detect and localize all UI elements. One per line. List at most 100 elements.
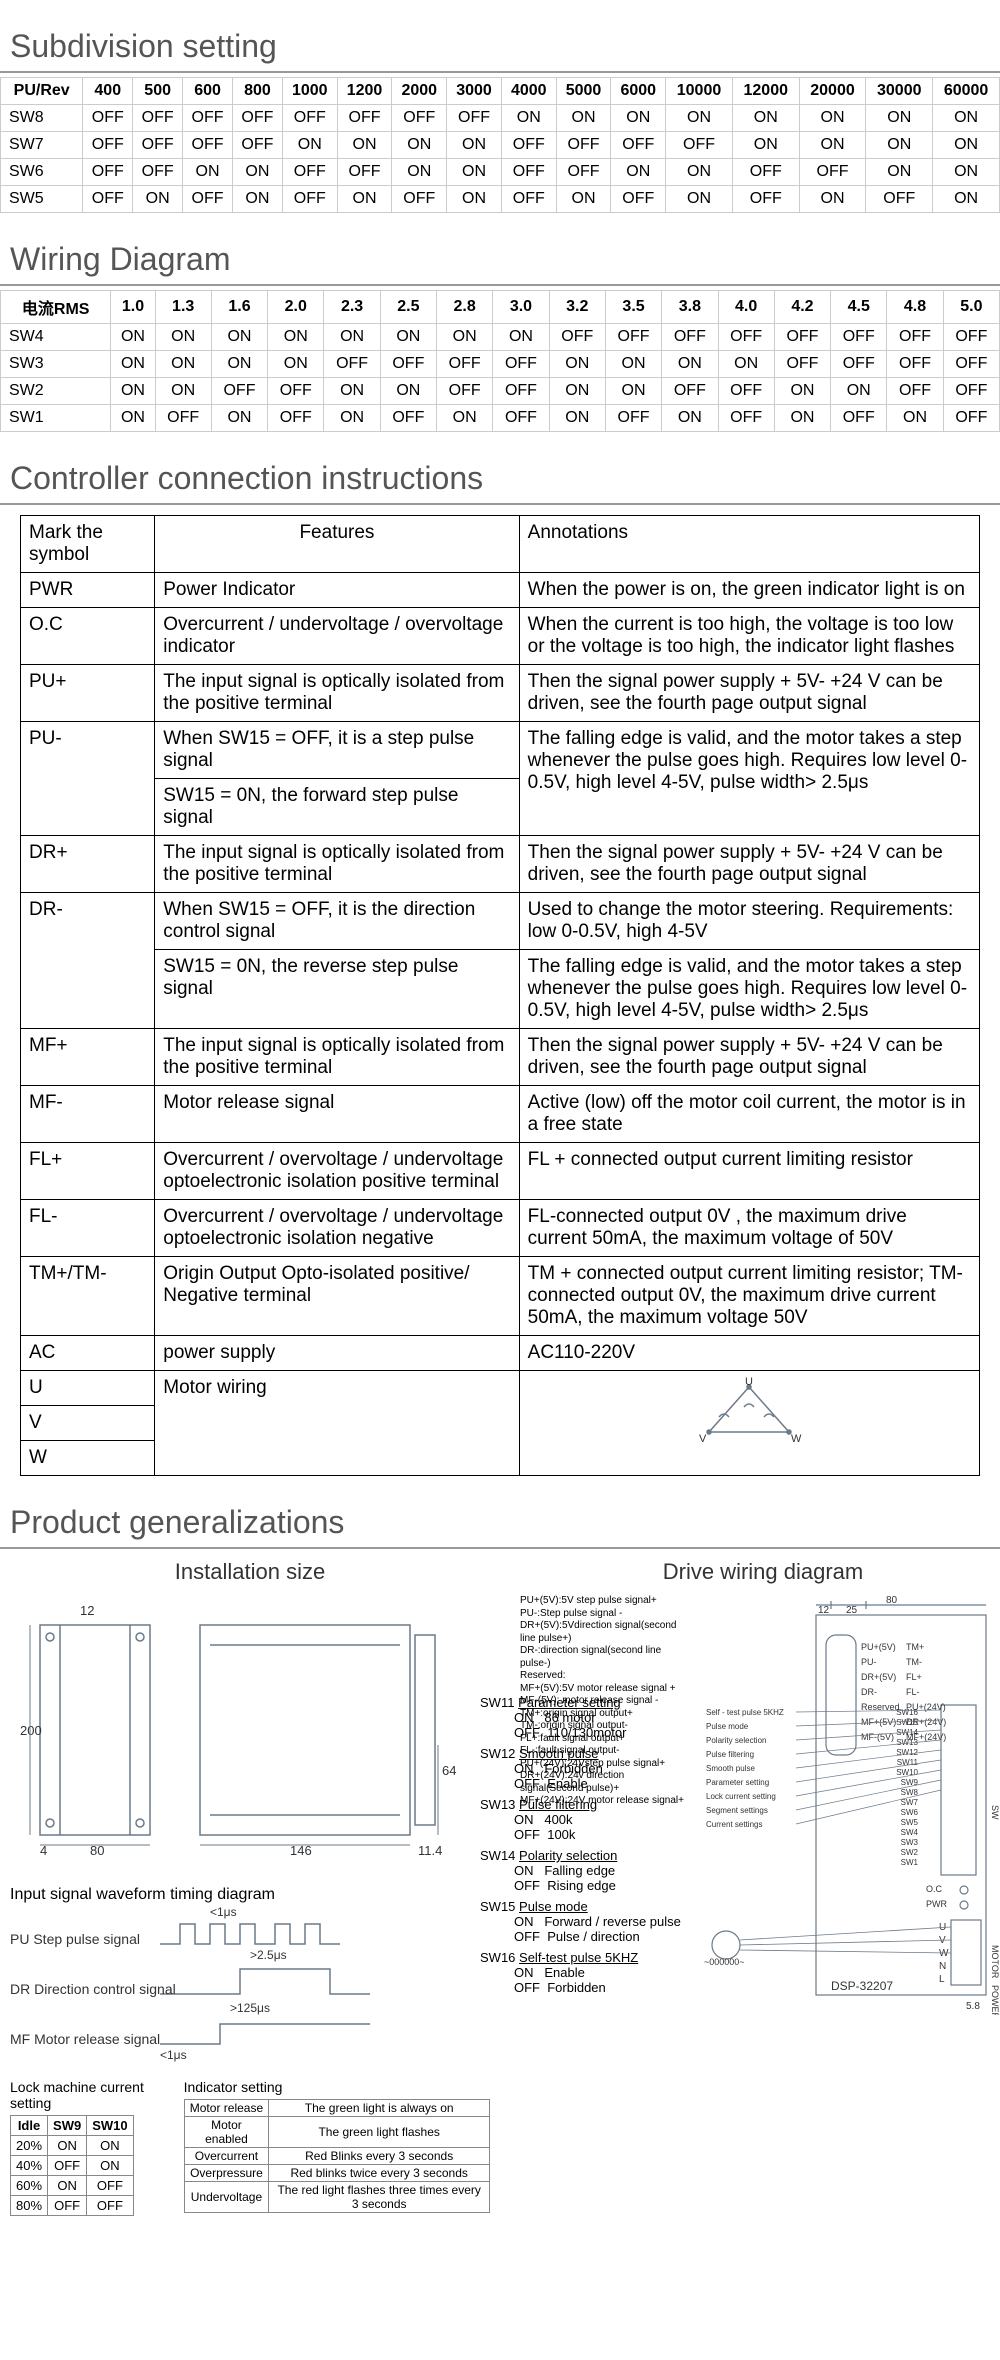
- table-header: Idle: [11, 2116, 48, 2136]
- table-row: UMotor wiring U V W: [21, 1371, 980, 1406]
- table-header: 4.5: [831, 291, 887, 324]
- svg-text:Pulse mode: Pulse mode: [706, 1722, 749, 1731]
- table-row: SW5OFFONOFFONOFFONOFFONOFFONOFFONOFFONOF…: [1, 186, 1000, 213]
- svg-text:TM-: TM-: [906, 1657, 922, 1667]
- svg-text:Polarity selection: Polarity selection: [706, 1736, 766, 1745]
- table-row: MF-Motor release signalActive (low) off …: [21, 1086, 980, 1143]
- table-row: SW15 = 0N, the reverse step pulse signal…: [21, 950, 980, 1029]
- table-row: SW8OFFOFFOFFOFFOFFOFFOFFOFFONONONONONONO…: [1, 105, 1000, 132]
- svg-text:W: W: [791, 1433, 802, 1445]
- section-title-wiring: Wiring Diagram: [0, 233, 1000, 286]
- table-header: 电流RMS: [1, 291, 111, 324]
- table-row: OverpressureRed blinks twice every 3 sec…: [184, 2165, 489, 2182]
- table-header: 1.3: [155, 291, 211, 324]
- subdivision-table: PU/Rev4005006008001000120020003000400050…: [0, 77, 1000, 213]
- table-row: PWRPower IndicatorWhen the power is on, …: [21, 573, 980, 608]
- table-header: 1000: [282, 78, 337, 105]
- table-row: TM+/TM-Origin Output Opto-isolated posit…: [21, 1257, 980, 1336]
- svg-text:SW10: SW10: [896, 1768, 918, 1777]
- dim-200: 200: [20, 1723, 42, 1738]
- model-label: DSP-32207: [831, 1979, 893, 1993]
- table-header: 2.5: [380, 291, 436, 324]
- sw-setting: SW11 Parameter setting ON 86 motor OFF 1…: [480, 1695, 710, 1740]
- dim-114: 11.4: [418, 1843, 442, 1858]
- table-header: 5000: [556, 78, 611, 105]
- lock-title: Lock machine current setting: [10, 2079, 164, 2111]
- legend-line: Reserved:: [520, 1670, 690, 1683]
- table-header: 3000: [447, 78, 502, 105]
- svg-text:Segment settings: Segment settings: [706, 1806, 768, 1815]
- svg-text:U: U: [745, 1377, 753, 1388]
- table-header: 2000: [392, 78, 447, 105]
- table-row: 80%OFFOFF: [11, 2196, 134, 2216]
- table-header: 3.0: [493, 291, 549, 324]
- table-row: Motor releaseThe green light is always o…: [184, 2100, 489, 2117]
- svg-text:DR-: DR-: [861, 1687, 877, 1697]
- svg-text:SW3: SW3: [901, 1838, 919, 1847]
- table-header: 1.6: [211, 291, 267, 324]
- svg-text:SW6: SW6: [901, 1808, 919, 1817]
- table-header: 30000: [866, 78, 933, 105]
- dim-12: 12: [80, 1603, 94, 1618]
- features-h3: Annotations: [519, 516, 979, 573]
- dim-64: 64: [442, 1763, 456, 1778]
- svg-text:Current settings: Current settings: [706, 1820, 762, 1829]
- sw-setting: SW16 Self-test pulse 5KHZ ON Enable OFF …: [480, 1950, 710, 1995]
- table-header: 2.8: [437, 291, 493, 324]
- table-row: Motor enabledThe green light flashes: [184, 2117, 489, 2148]
- svg-text:PWR: PWR: [926, 1899, 947, 1909]
- table-header: 10000: [666, 78, 733, 105]
- svg-text:SW9: SW9: [901, 1778, 919, 1787]
- table-row: DR-When SW15 = OFF, it is the direction …: [21, 893, 980, 950]
- legend-line: DR-:direction signal(second line pulse-): [520, 1645, 690, 1670]
- table-header: 800: [232, 78, 282, 105]
- svg-text:Parameter setting: Parameter setting: [706, 1778, 769, 1787]
- table-header: 3.2: [549, 291, 605, 324]
- table-row: SW2ONONOFFOFFONONOFFOFFONONOFFOFFONONOFF…: [1, 378, 1000, 405]
- svg-text:>125μs: >125μs: [230, 2001, 270, 2015]
- table-header: 2.3: [324, 291, 380, 324]
- svg-text:5.8: 5.8: [966, 2001, 980, 2012]
- svg-text:MOTOR: MOTOR: [990, 1945, 1000, 1979]
- svg-text:SW16: SW16: [896, 1708, 918, 1717]
- svg-text:PU-: PU-: [861, 1657, 877, 1667]
- table-row: SW4ONONONONONONONONOFFOFFOFFOFFOFFOFFOFF…: [1, 324, 1000, 351]
- svg-text:SW: SW: [990, 1805, 1000, 1820]
- indicator-title: Indicator setting: [184, 2079, 490, 2095]
- table-header: 6000: [611, 78, 666, 105]
- svg-text:N: N: [939, 1961, 946, 1972]
- motor-triangle-icon: U V W: [679, 1377, 819, 1447]
- svg-text:Smooth pulse: Smooth pulse: [706, 1764, 755, 1773]
- install-title: Installation size: [10, 1559, 490, 1585]
- svg-text:POWER: POWER: [990, 1985, 1000, 2015]
- table-row: FL-Overcurrent / overvoltage / undervolt…: [21, 1200, 980, 1257]
- table-header: 1200: [337, 78, 392, 105]
- svg-text:SW11: SW11: [897, 1758, 919, 1767]
- table-header: 500: [133, 78, 183, 105]
- svg-text:<1μs: <1μs: [160, 2048, 187, 2062]
- sw-setting: SW13 Pulse filtering ON 400k OFF 100k: [480, 1797, 710, 1842]
- table-row: UndervoltageThe red light flashes three …: [184, 2182, 489, 2213]
- svg-text:DR+(5V): DR+(5V): [861, 1672, 896, 1682]
- table-row: ACpower supplyAC110-220V: [21, 1336, 980, 1371]
- table-header: 5.0: [943, 291, 999, 324]
- table-row: 20%ONON: [11, 2136, 134, 2156]
- timing-title: Input signal waveform timing diagram: [10, 1886, 490, 1904]
- section-title-subdivision: Subdivision setting: [0, 20, 1000, 73]
- table-header: 4000: [501, 78, 556, 105]
- table-header: 400: [83, 78, 133, 105]
- svg-text:TM+: TM+: [906, 1642, 924, 1652]
- svg-text:12: 12: [818, 1605, 830, 1616]
- mf-label: MF Motor release signal: [10, 2031, 160, 2047]
- svg-text:<1μs: <1μs: [210, 1905, 237, 1919]
- table-row: MF+The input signal is optically isolate…: [21, 1029, 980, 1086]
- sw-setting: SW12 Smooth pulse ON Forbidden OFF Enabl…: [480, 1746, 710, 1791]
- svg-text:L: L: [939, 1974, 945, 1985]
- installation-diagram: 12 200 4 80 146 11.4 64: [10, 1595, 490, 1875]
- legend-line: PU-:Step pulse signal -: [520, 1608, 690, 1621]
- table-header: SW9: [48, 2116, 87, 2136]
- table-row: PU-When SW15 = OFF, it is a step pulse s…: [21, 722, 980, 779]
- table-row: SW6OFFOFFONONOFFOFFONONOFFOFFONONOFFOFFO…: [1, 159, 1000, 186]
- legend-line: PU+(5V):5V step pulse signal+: [520, 1595, 690, 1608]
- sw-setting: SW15 Pulse mode ON Forward / reverse pul…: [480, 1899, 710, 1944]
